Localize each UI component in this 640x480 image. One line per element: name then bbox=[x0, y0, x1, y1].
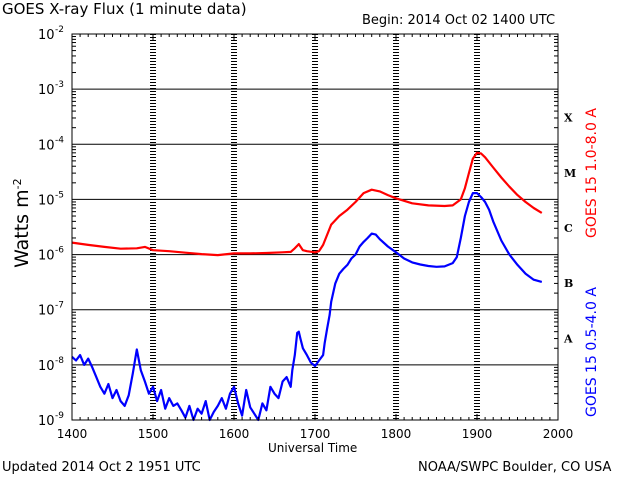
y-tick-exponent: -4 bbox=[55, 135, 64, 145]
series-layer bbox=[71, 151, 543, 422]
flare-class-label: A bbox=[563, 332, 573, 345]
y-tick-exponent: -8 bbox=[55, 356, 64, 366]
y-tick-label: 10 bbox=[38, 359, 55, 374]
y-tick-exponent: -9 bbox=[55, 411, 64, 421]
y-tick-exponent: -2 bbox=[55, 25, 64, 35]
flare-class-label: C bbox=[564, 222, 573, 235]
flare-class-label: X bbox=[564, 112, 573, 125]
y-tick-exponent: -3 bbox=[55, 80, 64, 90]
chart-title: GOES X-ray Flux (1 minute data) bbox=[2, 0, 247, 18]
x-tick-label: 1800 bbox=[381, 427, 412, 441]
y-tick-label: 10 bbox=[38, 193, 55, 208]
credit-label: NOAA/SWPC Boulder, CO USA bbox=[418, 460, 612, 475]
x-axis-label: Universal Time bbox=[268, 441, 358, 455]
y-tick-label: 10 bbox=[38, 304, 55, 319]
begin-time: Begin: 2014 Oct 02 1400 UTC bbox=[362, 13, 556, 28]
series-short-channel bbox=[71, 192, 543, 422]
series-long-channel bbox=[71, 151, 543, 257]
x-tick-label: 1400 bbox=[57, 427, 88, 441]
y-tick-label: 10 bbox=[38, 414, 55, 429]
y-axis-label: Watts m-2 bbox=[11, 173, 33, 273]
x-tick-label: 2000 bbox=[543, 427, 574, 441]
y-tick-label: 10 bbox=[38, 83, 55, 98]
y-tick-exponent: -6 bbox=[55, 246, 64, 256]
grid-layer bbox=[72, 34, 558, 420]
y-axis-label-text: Watts m bbox=[11, 189, 34, 268]
updated-timestamp: Updated 2014 Oct 2 1951 UTC bbox=[2, 460, 201, 475]
legend-short-channel: GOES 15 0.5-4.0 A bbox=[584, 287, 600, 417]
y-tick-label: 10 bbox=[38, 28, 55, 43]
x-tick-label: 1700 bbox=[300, 427, 331, 441]
flare-class-label: M bbox=[564, 167, 576, 180]
x-tick-label: 1600 bbox=[219, 427, 250, 441]
flare-class-label: B bbox=[564, 277, 573, 290]
y-tick-exponent: -5 bbox=[55, 190, 64, 200]
y-axis-label-exponent: -2 bbox=[10, 178, 24, 190]
y-tick-label: 10 bbox=[38, 249, 55, 264]
x-tick-label: 1500 bbox=[138, 427, 169, 441]
legend-long-channel: GOES 15 1.0-8.0 A bbox=[584, 108, 600, 238]
y-tick-label: 10 bbox=[38, 138, 55, 153]
tick-layer: 1400 1500 1600 1700 1800 1900 200010-210-310-4… bbox=[38, 25, 576, 441]
x-tick-label: 1900 bbox=[462, 427, 493, 441]
y-tick-exponent: -7 bbox=[55, 301, 64, 311]
